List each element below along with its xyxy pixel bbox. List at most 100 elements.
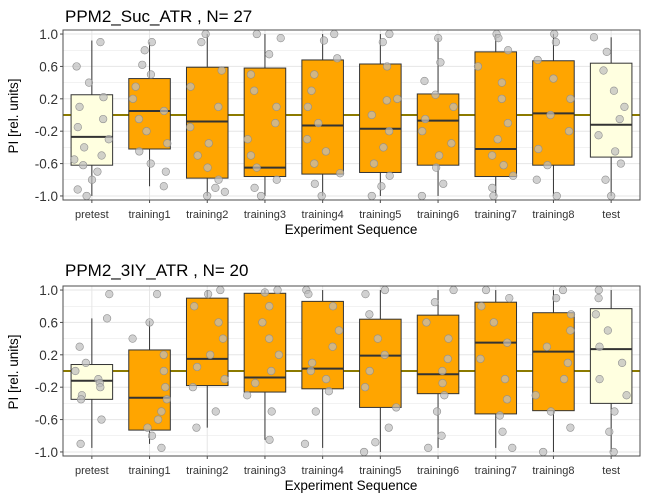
data-point [193, 151, 202, 160]
box-training2 [185, 290, 229, 428]
data-point [146, 70, 156, 79]
data-point [161, 383, 170, 392]
data-point [145, 318, 154, 327]
data-point [418, 127, 427, 136]
data-point [382, 96, 391, 105]
data-point [497, 78, 506, 87]
data-point [265, 435, 274, 444]
data-point [435, 151, 444, 160]
box-training5 [359, 34, 402, 196]
data-point [105, 289, 114, 299]
data-point [622, 391, 631, 400]
x-tick-label: training4 [302, 465, 344, 477]
data-point [417, 191, 426, 201]
data-point [75, 342, 84, 351]
data-point [551, 38, 560, 47]
data-point [220, 374, 229, 384]
data-point [140, 46, 149, 55]
data-point [336, 169, 345, 178]
data-point [76, 439, 85, 448]
data-point [431, 90, 440, 99]
box-training5 [359, 290, 402, 452]
data-point [322, 374, 331, 384]
data-point [251, 379, 260, 388]
data-point [385, 171, 394, 180]
data-point [143, 423, 152, 432]
data-point [317, 191, 326, 201]
data-point [534, 144, 543, 154]
x-tick-label: training5 [359, 209, 401, 221]
data-point [609, 447, 618, 457]
panel-1-x-axis-label: Experiment Sequence [285, 222, 418, 237]
box-training7 [474, 34, 518, 196]
data-point [147, 38, 156, 47]
data-point [543, 161, 552, 170]
data-point [311, 407, 320, 416]
data-point [307, 86, 316, 95]
data-point [273, 285, 282, 295]
data-point [128, 334, 137, 343]
box-training6 [416, 290, 460, 448]
data-point [620, 102, 629, 112]
data-point [146, 159, 155, 168]
box-training3 [243, 290, 287, 440]
data-point [96, 38, 105, 47]
data-point [594, 285, 603, 295]
data-point [204, 139, 213, 148]
data-point [72, 62, 81, 71]
data-point [256, 191, 266, 201]
y-tick-label: -0.2 [35, 380, 58, 395]
data-point [330, 29, 339, 39]
data-point [605, 427, 614, 436]
data-point [566, 326, 575, 335]
panel-2-y-axis-label: PI [rel. units] [6, 334, 21, 409]
data-point [142, 127, 151, 136]
data-point [334, 326, 344, 335]
data-point [274, 350, 283, 359]
data-point [188, 383, 197, 392]
data-point [373, 334, 382, 343]
data-point [157, 443, 166, 453]
x-tick-label: pretest [75, 465, 109, 477]
data-point [489, 318, 498, 327]
data-point [303, 102, 312, 112]
data-point [367, 110, 376, 120]
data-point [539, 447, 548, 457]
data-point [488, 183, 497, 192]
data-point [552, 191, 561, 201]
data-point [76, 395, 86, 404]
data-point [532, 175, 541, 184]
panel-2-border [62, 285, 641, 457]
data-point [201, 29, 210, 39]
data-point [161, 167, 170, 176]
data-point [473, 62, 483, 71]
data-point [384, 423, 393, 432]
data-point [310, 70, 319, 79]
panel-2-x-ticks: pretest training1 training2 training3 traini… [75, 456, 620, 477]
panel-2-title: PPM2_3IY_ATR , N= 20 [65, 261, 248, 280]
data-point [197, 38, 206, 47]
data-point [147, 431, 157, 440]
data-point [276, 33, 285, 43]
panel-2-points [71, 285, 631, 457]
data-point [308, 358, 317, 368]
data-point [447, 139, 456, 148]
panel-2-x-axis-label: Experiment Sequence [285, 478, 418, 493]
data-point [365, 366, 374, 376]
data-point [488, 151, 497, 160]
data-point [502, 395, 512, 404]
y-tick-label: -0.6 [35, 157, 58, 172]
data-point [186, 123, 195, 132]
box-iqr [474, 51, 518, 178]
data-point [500, 374, 510, 384]
data-point [477, 302, 486, 311]
y-tick-label: 0.2 [39, 92, 58, 107]
x-tick-label: training8 [532, 465, 574, 477]
data-point [499, 161, 508, 170]
data-point [449, 102, 458, 112]
data-point [243, 135, 252, 144]
data-point [135, 147, 144, 156]
data-point [157, 407, 166, 416]
box-iqr [359, 318, 402, 408]
box-training3 [243, 34, 287, 196]
